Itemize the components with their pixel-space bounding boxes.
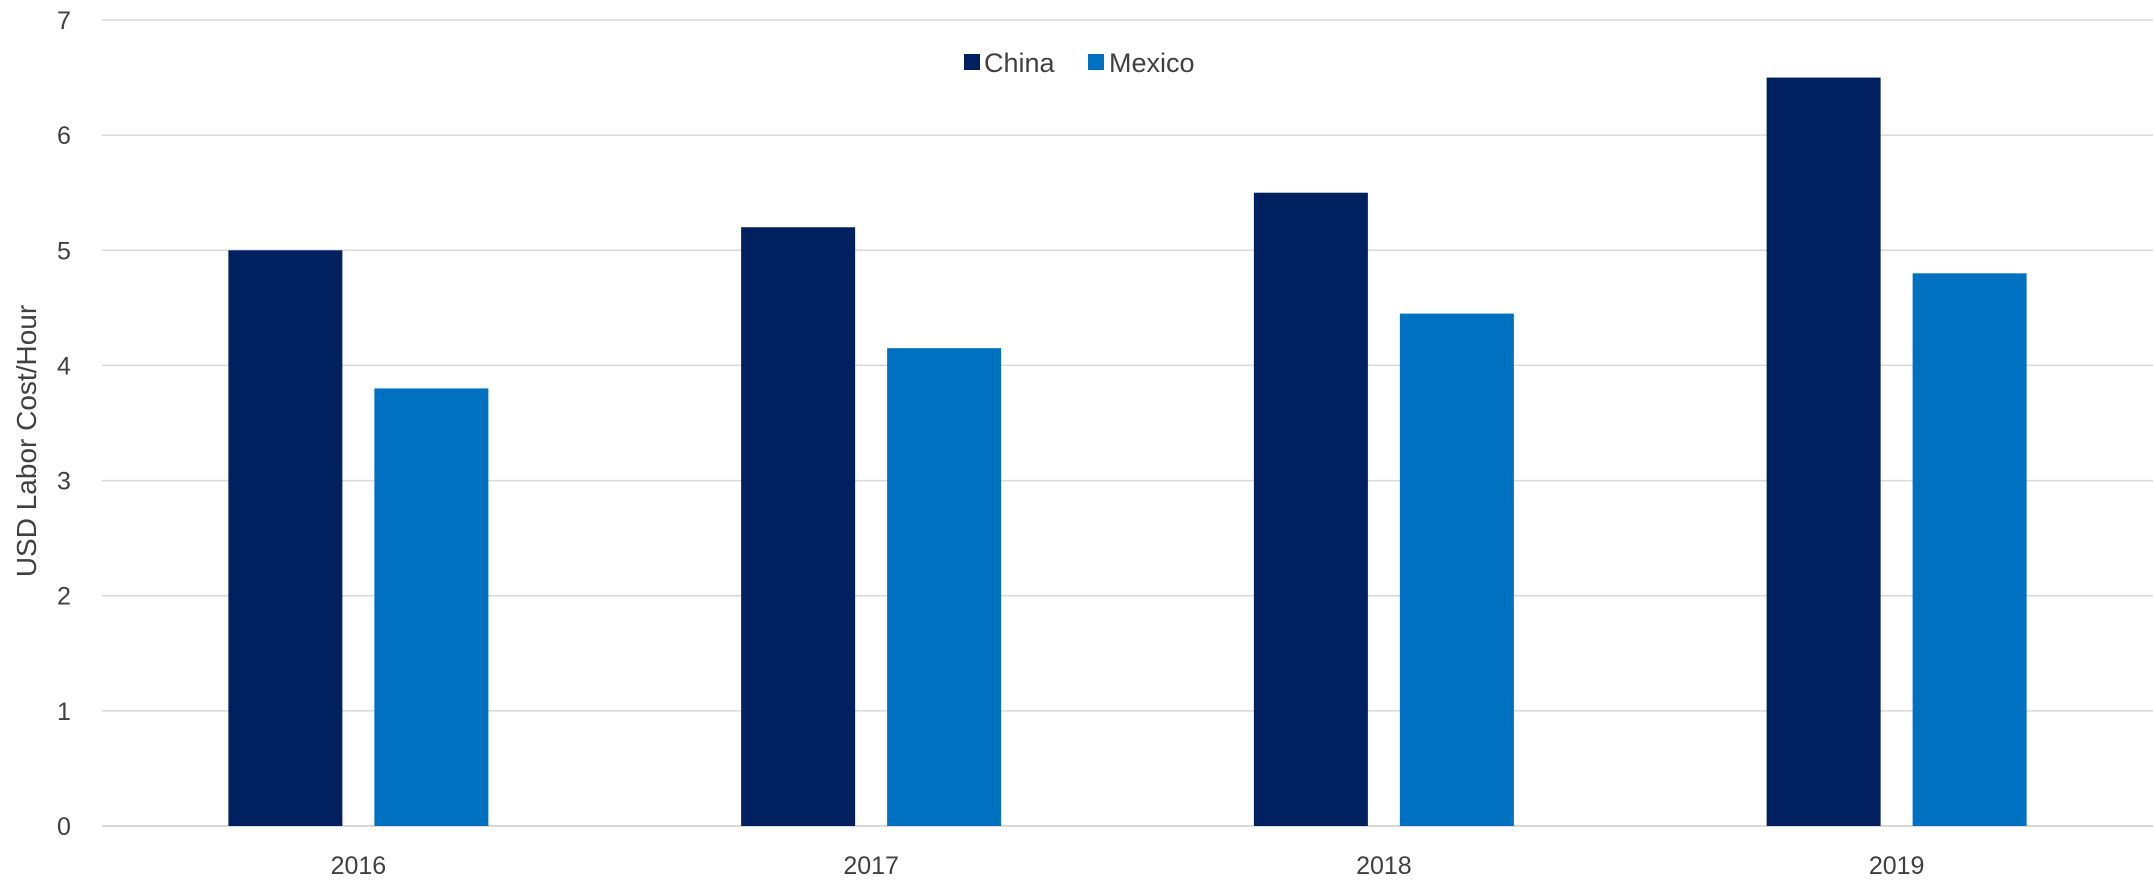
bar-china-2017 — [741, 227, 856, 826]
y-tick-label: 0 — [57, 813, 71, 841]
x-axis-ticks: 2016 2017 2018 2019 — [331, 852, 1925, 880]
x-tick-label: 2016 — [331, 852, 387, 880]
bar-china-2018 — [1253, 192, 1368, 826]
x-tick-label: 2018 — [1356, 852, 1412, 880]
y-tick-label: 5 — [57, 237, 71, 265]
x-tick-label: 2017 — [843, 852, 899, 880]
legend-label-china: China — [984, 48, 1056, 78]
bar-mexico-2019 — [1912, 273, 2027, 826]
bar-mexico-2016 — [374, 388, 489, 826]
bar-china-2019 — [1766, 77, 1881, 827]
legend-swatch-mexico — [1088, 54, 1104, 70]
y-tick-label: 7 — [57, 7, 71, 35]
legend: China Mexico — [964, 48, 1195, 78]
bar-china-2016 — [228, 250, 343, 827]
x-tick-label: 2019 — [1869, 852, 1925, 880]
y-tick-label: 3 — [57, 468, 71, 496]
bar-mexico-2017 — [887, 348, 1002, 826]
y-axis-title: USD Labor Cost/Hour — [11, 305, 42, 577]
y-tick-label: 1 — [57, 698, 71, 726]
bars — [228, 77, 2027, 827]
bar-mexico-2018 — [1399, 313, 1514, 827]
legend-label-mexico: Mexico — [1109, 48, 1195, 78]
y-tick-label: 2 — [57, 583, 71, 611]
y-axis-ticks: 0 1 2 3 4 5 6 7 — [57, 7, 71, 841]
y-tick-label: 6 — [57, 122, 71, 150]
y-tick-label: 4 — [57, 352, 71, 380]
legend-swatch-china — [964, 54, 980, 70]
